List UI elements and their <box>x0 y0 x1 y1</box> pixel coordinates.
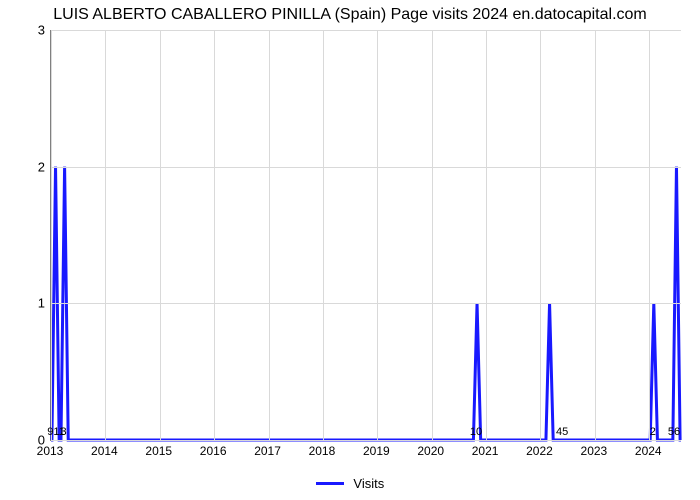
x-tick-label: 2021 <box>472 444 499 458</box>
legend: Visits <box>0 475 700 491</box>
x-tick-label: 2014 <box>91 444 118 458</box>
legend-label: Visits <box>353 476 384 491</box>
gridline-horizontal <box>51 167 681 168</box>
data-point-label: 56 <box>668 426 680 438</box>
x-tick-label: 2018 <box>309 444 336 458</box>
gridline-horizontal <box>51 303 681 304</box>
x-tick-label: 2020 <box>417 444 444 458</box>
legend-swatch <box>316 482 344 485</box>
y-tick-label: 2 <box>5 159 45 174</box>
data-point-label: 2 <box>650 426 656 438</box>
data-point-label: 3 <box>61 426 67 438</box>
x-tick-label: 2017 <box>254 444 281 458</box>
x-tick-label: 2022 <box>526 444 553 458</box>
gridline-vertical <box>649 30 650 440</box>
gridline-vertical <box>432 30 433 440</box>
x-tick-label: 2023 <box>581 444 608 458</box>
gridline-vertical <box>595 30 596 440</box>
chart-title: LUIS ALBERTO CABALLERO PINILLA (Spain) P… <box>0 6 700 24</box>
data-point-label: 10 <box>470 426 482 438</box>
x-tick-label: 2024 <box>635 444 662 458</box>
y-tick-label: 3 <box>5 23 45 38</box>
visits-series <box>51 30 681 440</box>
gridline-vertical <box>540 30 541 440</box>
gridline-vertical <box>323 30 324 440</box>
gridline-vertical <box>160 30 161 440</box>
x-tick-label: 2015 <box>145 444 172 458</box>
gridline-horizontal <box>51 440 681 441</box>
data-point-label: 45 <box>556 426 568 438</box>
plot-area <box>50 30 681 441</box>
x-tick-label: 2013 <box>37 444 64 458</box>
x-tick-label: 2016 <box>200 444 227 458</box>
y-tick-label: 1 <box>5 296 45 311</box>
gridline-vertical <box>377 30 378 440</box>
gridline-vertical <box>269 30 270 440</box>
gridline-vertical <box>51 30 52 440</box>
visits-chart: LUIS ALBERTO CABALLERO PINILLA (Spain) P… <box>0 0 700 500</box>
gridline-vertical <box>486 30 487 440</box>
gridline-vertical <box>214 30 215 440</box>
x-tick-label: 2019 <box>363 444 390 458</box>
gridline-horizontal <box>51 30 681 31</box>
gridline-vertical <box>105 30 106 440</box>
